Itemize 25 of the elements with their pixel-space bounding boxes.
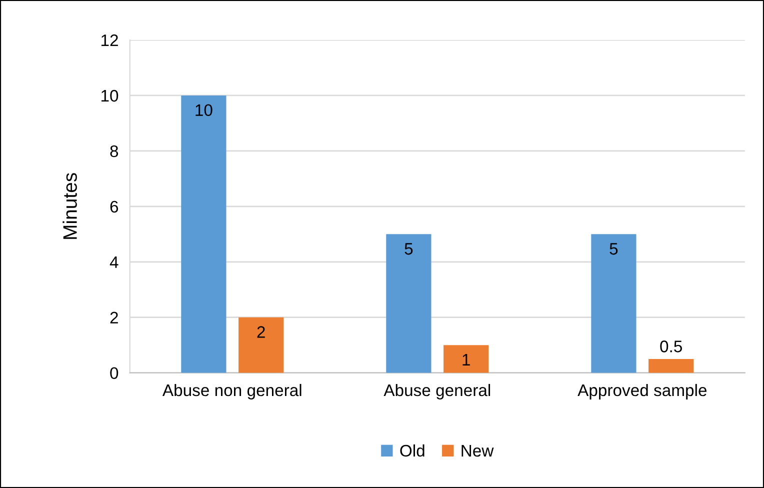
data-label: 0.5 (660, 340, 682, 352)
data-label: 2 (257, 326, 265, 338)
bar (386, 234, 432, 373)
data-label: 1 (462, 354, 470, 366)
y-tick-label: 4 (110, 256, 118, 268)
data-label: 5 (404, 243, 413, 255)
data-label: 10 (196, 104, 212, 116)
legend-label: Old (400, 444, 424, 457)
bar (648, 358, 694, 373)
y-tick-label: 12 (102, 34, 118, 46)
bar (444, 345, 489, 373)
bar (238, 317, 284, 373)
x-tick-label: Approved sample (578, 384, 707, 400)
y-tick-label: 2 (110, 312, 118, 324)
y-axis-title: Minutes (62, 173, 77, 239)
legend-label: New (462, 445, 494, 457)
x-tick-label: Abuse non general (162, 384, 302, 400)
x-tick-label: Abuse general (384, 384, 490, 400)
y-tick-label: 10 (102, 90, 118, 102)
bar (181, 95, 226, 373)
bar (591, 234, 636, 373)
data-label: 5 (610, 243, 618, 255)
y-tick-label: 8 (110, 145, 118, 158)
y-tick-label: 6 (110, 200, 118, 213)
y-tick-label: 0 (110, 367, 118, 380)
